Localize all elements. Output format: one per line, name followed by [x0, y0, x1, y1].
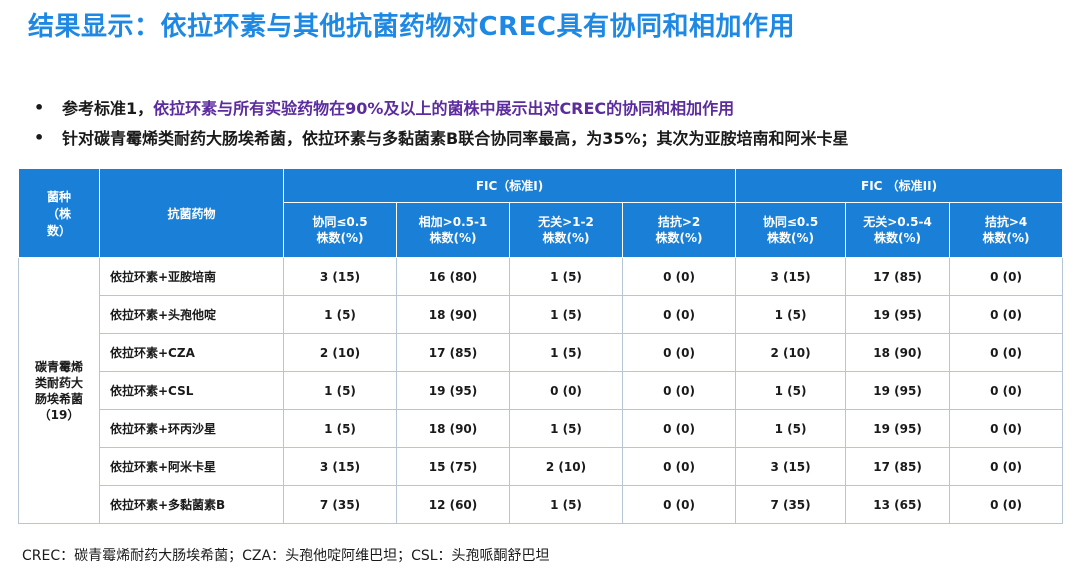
table-row: 依拉环素+CZA 2 (10) 17 (85) 1 (5) 0 (0) 2 (10) 18 …: [19, 333, 1064, 372]
value-cell: 0 (0): [949, 295, 1064, 334]
table-row: 依拉环素+环丙沙星 1 (5) 18 (90) 1 (5) 0 (0) 1 (5) 19 (…: [19, 409, 1064, 448]
header-fic-standard-2: FIC （标准II): [735, 168, 1064, 203]
table-row: 依拉环素+多黏菌素B 7 (35) 12 (60) 1 (5) 0 (0) 7 (35) 1…: [19, 485, 1064, 524]
value-cell: 1 (5): [283, 295, 397, 334]
value-cell: 2 (10): [283, 333, 397, 372]
value-cell: 16 (80): [396, 257, 510, 296]
value-cell: 0 (0): [949, 485, 1064, 524]
value-cell: 0 (0): [949, 371, 1064, 410]
value-cell: 17 (85): [845, 257, 951, 296]
value-cell: 19 (95): [845, 371, 951, 410]
value-cell: 12 (60): [396, 485, 510, 524]
value-cell: 1 (5): [283, 371, 397, 410]
value-cell: 0 (0): [621, 447, 737, 486]
bullet-text: 参考标准1，依拉环素与所有实验药物在90%及以上的菌株中展示出对CREC的协同和…: [62, 95, 734, 119]
slide-title: 结果显示：依拉环素与其他抗菌药物对CREC具有协同和相加作用: [28, 12, 795, 42]
subheader-cell: 协同≤0.5 株数(%): [735, 202, 847, 258]
drug-cell: 依拉环素+阿米卡星: [99, 447, 284, 486]
value-cell: 7 (35): [735, 485, 847, 524]
value-cell: 0 (0): [621, 371, 737, 410]
value-cell: 18 (90): [845, 333, 951, 372]
value-cell: 1 (5): [509, 333, 623, 372]
value-cell: 19 (95): [845, 409, 951, 448]
value-cell: 0 (0): [509, 371, 623, 410]
table-row: 依拉环素+阿米卡星 3 (15) 15 (75) 2 (10) 0 (0) 3 (15) 1…: [19, 447, 1064, 486]
value-cell: 17 (85): [845, 447, 951, 486]
value-cell: 0 (0): [621, 295, 737, 334]
header-drug: 抗菌药物: [99, 168, 284, 258]
value-cell: 2 (10): [735, 333, 847, 372]
drug-cell: 依拉环素+多黏菌素B: [99, 485, 284, 524]
value-cell: 17 (85): [396, 333, 510, 372]
value-cell: 1 (5): [509, 295, 623, 334]
value-cell: 0 (0): [621, 485, 737, 524]
header-fic-standard-1: FIC（标准I): [282, 168, 737, 203]
drug-cell: 依拉环素+亚胺培南: [99, 257, 284, 296]
header-species: 菌种 （株 数）: [18, 168, 100, 258]
fic-results-table: 菌种 （株 数） 抗菌药物 FIC（标准I) FIC （标准II) 协同≤0.5 株数…: [18, 168, 1064, 524]
value-cell: 0 (0): [949, 257, 1064, 296]
drug-cell: 依拉环素+CSL: [99, 371, 284, 410]
table-row: 依拉环素+CSL 1 (5) 19 (95) 0 (0) 0 (0) 1 (5) 19 (9…: [19, 371, 1064, 410]
bullet-item: • 针对碳青霉烯类耐药大肠埃希菌，依拉环素与多黏菌素B联合协同率最高，为35%；…: [34, 122, 849, 152]
drug-cell: 依拉环素+头孢他啶: [99, 295, 284, 334]
value-cell: 18 (90): [396, 409, 510, 448]
value-cell: 3 (15): [735, 257, 847, 296]
value-cell: 2 (10): [509, 447, 623, 486]
bullet-list: • 参考标准1，依拉环素与所有实验药物在90%及以上的菌株中展示出对CREC的协…: [34, 92, 849, 152]
drug-cell: 依拉环素+CZA: [99, 333, 284, 372]
bullet-text: 针对碳青霉烯类耐药大肠埃希菌，依拉环素与多黏菌素B联合协同率最高，为35%；其次…: [62, 125, 849, 149]
subheader-cell: 拮抗>4 株数(%): [949, 202, 1064, 258]
value-cell: 1 (5): [283, 409, 397, 448]
value-cell: 19 (95): [396, 371, 510, 410]
table-row: 依拉环素+头孢他啶 1 (5) 18 (90) 1 (5) 0 (0) 1 (5) 19 (…: [19, 295, 1064, 334]
value-cell: 0 (0): [621, 409, 737, 448]
value-cell: 19 (95): [845, 295, 951, 334]
subheader-cell: 协同≤0.5 株数(%): [283, 202, 397, 258]
value-cell: 3 (15): [283, 447, 397, 486]
bullet-highlight-text: 依拉环素与所有实验药物在90%及以上的菌株中展示出对CREC的协同和相加作用: [153, 99, 735, 118]
bullet-plain-text: 参考标准1，: [62, 99, 154, 118]
value-cell: 1 (5): [509, 409, 623, 448]
value-cell: 1 (5): [509, 257, 623, 296]
value-cell: 3 (15): [735, 447, 847, 486]
value-cell: 0 (0): [949, 447, 1064, 486]
value-cell: 1 (5): [509, 485, 623, 524]
drug-cell: 依拉环素+环丙沙星: [99, 409, 284, 448]
value-cell: 0 (0): [949, 409, 1064, 448]
value-cell: 0 (0): [621, 333, 737, 372]
bullet-marker: •: [34, 127, 45, 147]
subheader-cell: 相加>0.5-1 株数(%): [396, 202, 510, 258]
subheader-cell: 无关>1-2 株数(%): [509, 202, 623, 258]
value-cell: 3 (15): [283, 257, 397, 296]
value-cell: 18 (90): [396, 295, 510, 334]
value-cell: 15 (75): [396, 447, 510, 486]
value-cell: 0 (0): [621, 257, 737, 296]
subheader-cell: 拮抗>2 株数(%): [621, 202, 737, 258]
value-cell: 1 (5): [735, 371, 847, 410]
bullet-marker: •: [34, 97, 45, 117]
table-row: 碳青霉烯 类耐药大 肠埃希菌 （19） 依拉环素+亚胺培南 3 (15) 16 (80) 1 …: [18, 257, 1064, 524]
species-cell: 碳青霉烯 类耐药大 肠埃希菌 （19）: [18, 257, 100, 524]
value-cell: 7 (35): [283, 485, 397, 524]
value-cell: 1 (5): [735, 409, 847, 448]
value-cell: 13 (65): [845, 485, 951, 524]
bullet-item: • 参考标准1，依拉环素与所有实验药物在90%及以上的菌株中展示出对CREC的协…: [34, 92, 849, 122]
footnote: CREC：碳青霉烯耐药大肠埃希菌；CZA：头孢他啶阿维巴坦；CSL：头孢哌酮舒巴…: [22, 548, 550, 564]
bullet-plain-text: 针对碳青霉烯类耐药大肠埃希菌，依拉环素与多黏菌素B联合协同率最高，为35%；其次…: [62, 129, 849, 148]
value-cell: 1 (5): [735, 295, 847, 334]
value-cell: 0 (0): [949, 333, 1064, 372]
subheader-cell: 无关>0.5-4 株数(%): [845, 202, 951, 258]
